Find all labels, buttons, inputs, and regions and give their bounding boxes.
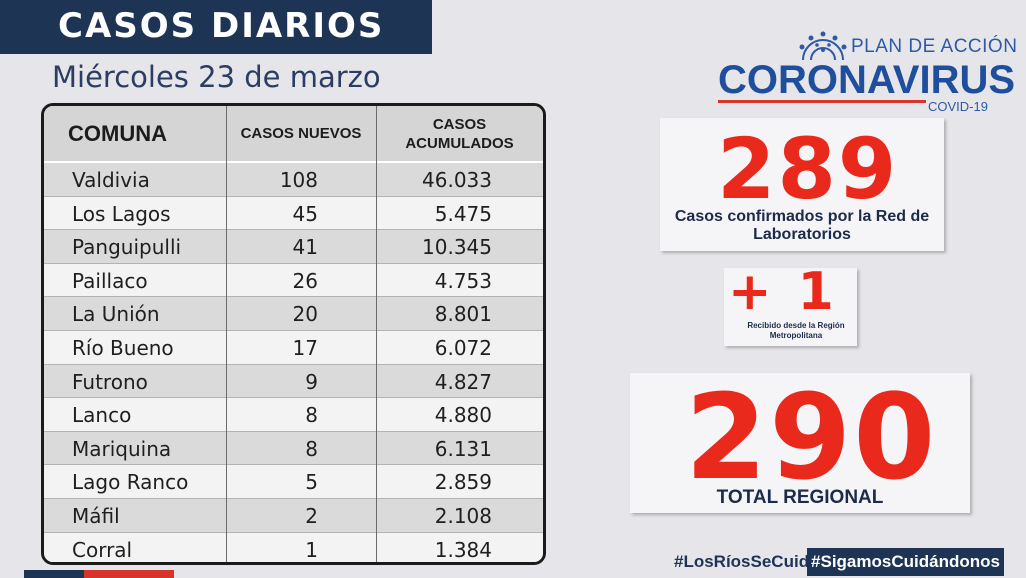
header-casos-acumulados: CASOS ACUMULADOS <box>376 106 543 161</box>
cell-comuna: Mariquina <box>72 436 172 461</box>
cell-casos-acumulados: 6.072 <box>434 335 492 360</box>
table-row: Panguipulli 41 10.345 <box>44 230 543 264</box>
cell-casos-nuevos: 20 <box>292 302 318 327</box>
cell-casos-acumulados: 2.859 <box>434 470 492 495</box>
table-row: La Unión 20 8.801 <box>44 297 543 331</box>
title-banner: CASOS DIARIOS <box>0 0 432 54</box>
cell-comuna: Valdivia <box>72 168 150 192</box>
hashtag-sigamos: #SigamosCuidándonos <box>807 548 1004 576</box>
extra-cases-card <box>724 268 857 346</box>
cell-comuna: Máfil <box>72 503 120 528</box>
cell-comuna: Corral <box>72 537 133 562</box>
cell-casos-nuevos: 2 <box>305 503 318 528</box>
table-row: Los Lagos 45 5.475 <box>44 196 543 231</box>
logo-covid-text: COVID-19 <box>926 99 990 114</box>
accent-bar-red <box>84 570 174 578</box>
cell-casos-nuevos: 8 <box>305 403 318 428</box>
confirmed-cases-card <box>660 118 944 251</box>
header-acumulados-line2: ACUMULADOS <box>405 134 514 152</box>
cell-casos-acumulados: 2.108 <box>434 503 492 528</box>
table-body: Valdivia 108 46.033 Los Lagos 45 5.475 Panguip… <box>44 163 543 562</box>
table-row: Paillaco 26 4.753 <box>44 263 543 298</box>
total-regional-label: TOTAL REGIONAL <box>716 487 884 508</box>
accent-bar-navy <box>24 570 84 578</box>
confirmed-cases-value: 289 <box>717 120 899 218</box>
table-row: Mariquina 8 6.131 <box>44 431 543 466</box>
cell-casos-nuevos: 26 <box>292 268 318 293</box>
cell-comuna: Futrono <box>72 369 148 394</box>
cell-comuna: Río Bueno <box>72 335 174 360</box>
cell-comuna: Panguipulli <box>72 235 182 260</box>
cell-comuna: La Unión <box>72 302 160 327</box>
table-row: Río Bueno 17 6.072 <box>44 330 543 365</box>
table-row: Lanco 8 4.880 <box>44 398 543 432</box>
page-title: CASOS DIARIOS <box>58 6 385 46</box>
date-subtitle: Miércoles 23 de marzo <box>52 60 381 94</box>
logo-plan-text: PLAN DE ACCIÓN <box>851 36 1018 57</box>
table-row: Valdivia 108 46.033 <box>44 163 543 197</box>
extra-cases-label: Recibido desde la Región Metropolitana <box>747 321 845 340</box>
cell-casos-acumulados: 4.880 <box>434 403 492 428</box>
cell-casos-acumulados: 1.384 <box>434 537 492 562</box>
table-row: Futrono 9 4.827 <box>44 364 543 399</box>
cell-casos-acumulados: 5.475 <box>434 201 492 226</box>
cell-comuna: Los Lagos <box>72 201 171 226</box>
cell-comuna: Paillaco <box>72 268 148 293</box>
header-acumulados-line1: CASOS <box>432 115 487 133</box>
cell-casos-nuevos: 17 <box>292 335 318 360</box>
cell-casos-acumulados: 6.131 <box>434 436 492 461</box>
logo-underline <box>718 100 990 103</box>
cell-casos-nuevos: 1 <box>305 537 318 562</box>
cell-casos-acumulados: 8.801 <box>434 302 492 327</box>
cell-casos-nuevos: 9 <box>305 369 318 394</box>
cell-casos-nuevos: 108 <box>279 168 318 192</box>
cell-casos-nuevos: 5 <box>305 470 318 495</box>
header-comuna: COMUNA <box>68 120 167 146</box>
cell-casos-acumulados: 10.345 <box>422 235 492 260</box>
logo-coronavirus-text: CORONAVIRUS <box>718 58 1016 102</box>
cell-casos-nuevos: 8 <box>305 436 318 461</box>
cell-casos-acumulados: 46.033 <box>422 168 492 192</box>
table-row: Corral 1 1.384 <box>44 532 543 562</box>
cell-comuna: Lanco <box>72 403 132 428</box>
sun-virus-icon <box>799 31 847 61</box>
confirmed-cases-label: Casos confirmados por la Red de Laborato… <box>674 208 930 243</box>
table-row: Lago Ranco 5 2.859 <box>44 465 543 499</box>
extra-cases-value: + 1 <box>728 262 838 322</box>
total-regional-value: 290 <box>685 368 938 506</box>
cases-table: COMUNA CASOS NUEVOS CASOS ACUMULADOS Val… <box>41 103 546 565</box>
total-regional-card <box>630 373 970 513</box>
cell-comuna: Lago Ranco <box>72 470 189 495</box>
hashtag-los-rios: #LosRíosSeCuida <box>674 552 819 571</box>
column-divider <box>226 106 227 562</box>
cell-casos-nuevos: 45 <box>292 201 318 226</box>
table-header: COMUNA CASOS NUEVOS CASOS ACUMULADOS <box>44 106 543 161</box>
cell-casos-nuevos: 41 <box>292 235 318 260</box>
table-row: Máfil 2 2.108 <box>44 498 543 533</box>
cell-casos-acumulados: 4.827 <box>434 369 492 394</box>
header-casos-nuevos: CASOS NUEVOS <box>240 125 362 142</box>
cell-casos-acumulados: 4.753 <box>434 268 492 293</box>
column-divider <box>376 106 377 562</box>
